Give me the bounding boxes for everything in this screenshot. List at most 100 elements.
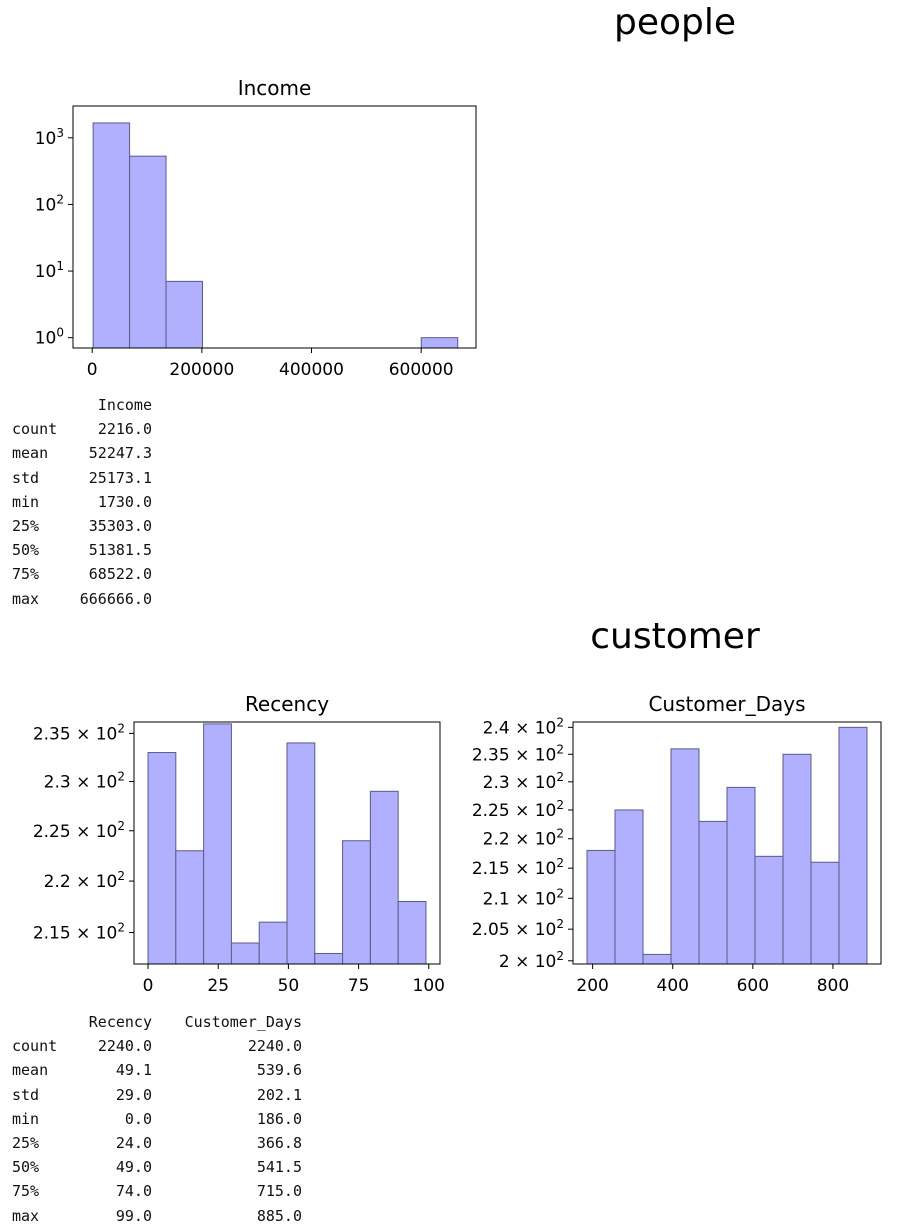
y-tick-label: 101 [35, 259, 64, 282]
stats-cell: 49.0 [115, 1158, 152, 1177]
x-tick-label: 800 [817, 976, 849, 996]
histogram-bar [726, 786, 756, 965]
histogram-bar [838, 726, 868, 965]
histogram-bar [642, 953, 672, 965]
y-tick-label: 2.3 × 102 [44, 770, 125, 793]
y-tick-label: 100 [35, 326, 64, 349]
section-title-customer: customer [590, 616, 760, 657]
histogram-bar [92, 122, 131, 349]
histogram-bar [698, 820, 728, 965]
stats-cell: 0.0 [124, 1109, 152, 1128]
y-tick-label: 2.05 × 102 [472, 917, 564, 940]
x-tick-label: 25 [207, 976, 229, 996]
stats-table-people: Income count 2216.0 mean 52247.3 std 25173.1 mi… [12, 393, 152, 611]
histogram-bar [810, 861, 840, 965]
chart-title: Income [238, 76, 312, 100]
stats-column-header: Customer_Days [184, 1013, 302, 1031]
stats-cell: 885.0 [256, 1206, 302, 1225]
stats-cell: 1730.0 [97, 492, 152, 511]
y-tick-label: 2.4 × 102 [483, 715, 564, 738]
histogram-bar [420, 337, 459, 349]
chart-title: Customer_Days [648, 692, 805, 716]
stats-cell: 366.8 [256, 1134, 302, 1153]
axes-frame [133, 721, 441, 965]
stats-cell: 539.6 [256, 1061, 302, 1080]
stats-row: 25% 35303.0 [12, 514, 152, 538]
axes-frame [572, 721, 882, 965]
y-tick-label: 2.2 × 102 [44, 869, 125, 892]
y-tick-label: 103 [35, 126, 64, 149]
x-tick-label: 0 [87, 360, 98, 380]
stats-column-header: Income [97, 396, 152, 414]
stats-row-label: min [12, 492, 40, 511]
histogram-bar [147, 752, 177, 965]
stats-cell: 74.0 [115, 1182, 152, 1201]
histogram-bar [754, 855, 784, 965]
stats-row-label: count [12, 1037, 58, 1056]
y-tick-label: 2.15 × 102 [33, 921, 125, 944]
axes-frame [72, 105, 477, 349]
stats-row-label: 75% [12, 1182, 40, 1201]
x-tick-label: 200000 [169, 360, 234, 380]
stats-cell: 99.0 [115, 1206, 152, 1225]
x-tick-label: 400 [657, 976, 689, 996]
y-tick-label: 2.25 × 102 [472, 798, 564, 821]
stats-row-label: mean [12, 1061, 49, 1080]
stats-column-header: Recency [88, 1013, 152, 1031]
stats-cell: 29.0 [115, 1085, 152, 1104]
histogram-bar [165, 280, 204, 349]
y-tick-label: 102 [35, 192, 64, 215]
stats-row-label: 50% [12, 541, 40, 560]
chart-0: Income 0 200000 400000 600000 100 101 102 103 [35, 76, 477, 380]
stats-row: std 29.0 202.1 [12, 1083, 302, 1107]
histogram-bar [586, 849, 616, 965]
histogram-bar [670, 748, 700, 965]
stats-row: 75% 68522.0 [12, 562, 152, 586]
stats-row-label: mean [12, 444, 49, 463]
x-tick-label: 200 [576, 976, 608, 996]
y-tick-label: 2 × 102 [499, 949, 564, 972]
stats-cell: 202.1 [256, 1085, 302, 1104]
stats-row: 75% 74.0 715.0 [12, 1179, 302, 1203]
x-tick-label: 400000 [279, 360, 344, 380]
stats-row: max 666666.0 [12, 587, 152, 611]
stats-row-label: min [12, 1109, 40, 1128]
stats-row-label: 25% [12, 1134, 40, 1153]
stats-cell: 68522.0 [88, 565, 152, 584]
y-tick-label: 2.1 × 102 [483, 886, 564, 909]
histogram-bar [175, 850, 205, 965]
x-tick-label: 600000 [389, 360, 454, 380]
stats-row-label: 25% [12, 517, 40, 536]
y-tick-label: 2.2 × 102 [483, 827, 564, 850]
chart-2: Customer_Days 200 400 600 800 2 × 102 2.05 × 1… [472, 692, 882, 996]
stats-cell: 186.0 [256, 1109, 302, 1128]
stats-row: 50% 49.0 541.5 [12, 1155, 302, 1179]
stats-row: count 2240.0 2240.0 [12, 1034, 302, 1058]
x-tick-label: 0 [143, 976, 154, 996]
histogram-bar [782, 753, 812, 965]
y-tick-label: 2.3 × 102 [483, 770, 564, 793]
histogram-bar [258, 921, 288, 965]
stats-row: mean 52247.3 [12, 441, 152, 465]
stats-row: max 99.0 885.0 [12, 1204, 302, 1228]
histogram-bar [129, 155, 167, 349]
stats-row: count 2216.0 [12, 417, 152, 441]
stats-row-label: max [12, 589, 40, 608]
x-tick-label: 75 [348, 976, 370, 996]
stats-row: std 25173.1 [12, 466, 152, 490]
stats-cell: 24.0 [115, 1134, 152, 1153]
x-tick-label: 100 [413, 976, 445, 996]
stats-row-label: 50% [12, 1158, 40, 1177]
histogram-bar [286, 742, 316, 965]
x-tick-label: 600 [737, 976, 769, 996]
stats-cell: 2240.0 [247, 1037, 302, 1056]
stats-row: 50% 51381.5 [12, 538, 152, 562]
stats-cell: 49.1 [115, 1061, 152, 1080]
stats-cell: 2216.0 [97, 420, 152, 439]
stats-row: 25% 24.0 366.8 [12, 1131, 302, 1155]
y-tick-label: 2.35 × 102 [33, 721, 125, 744]
histogram-bar [397, 901, 427, 965]
stats-header-row: Income [12, 393, 152, 417]
section-title-people: people [613, 2, 737, 43]
